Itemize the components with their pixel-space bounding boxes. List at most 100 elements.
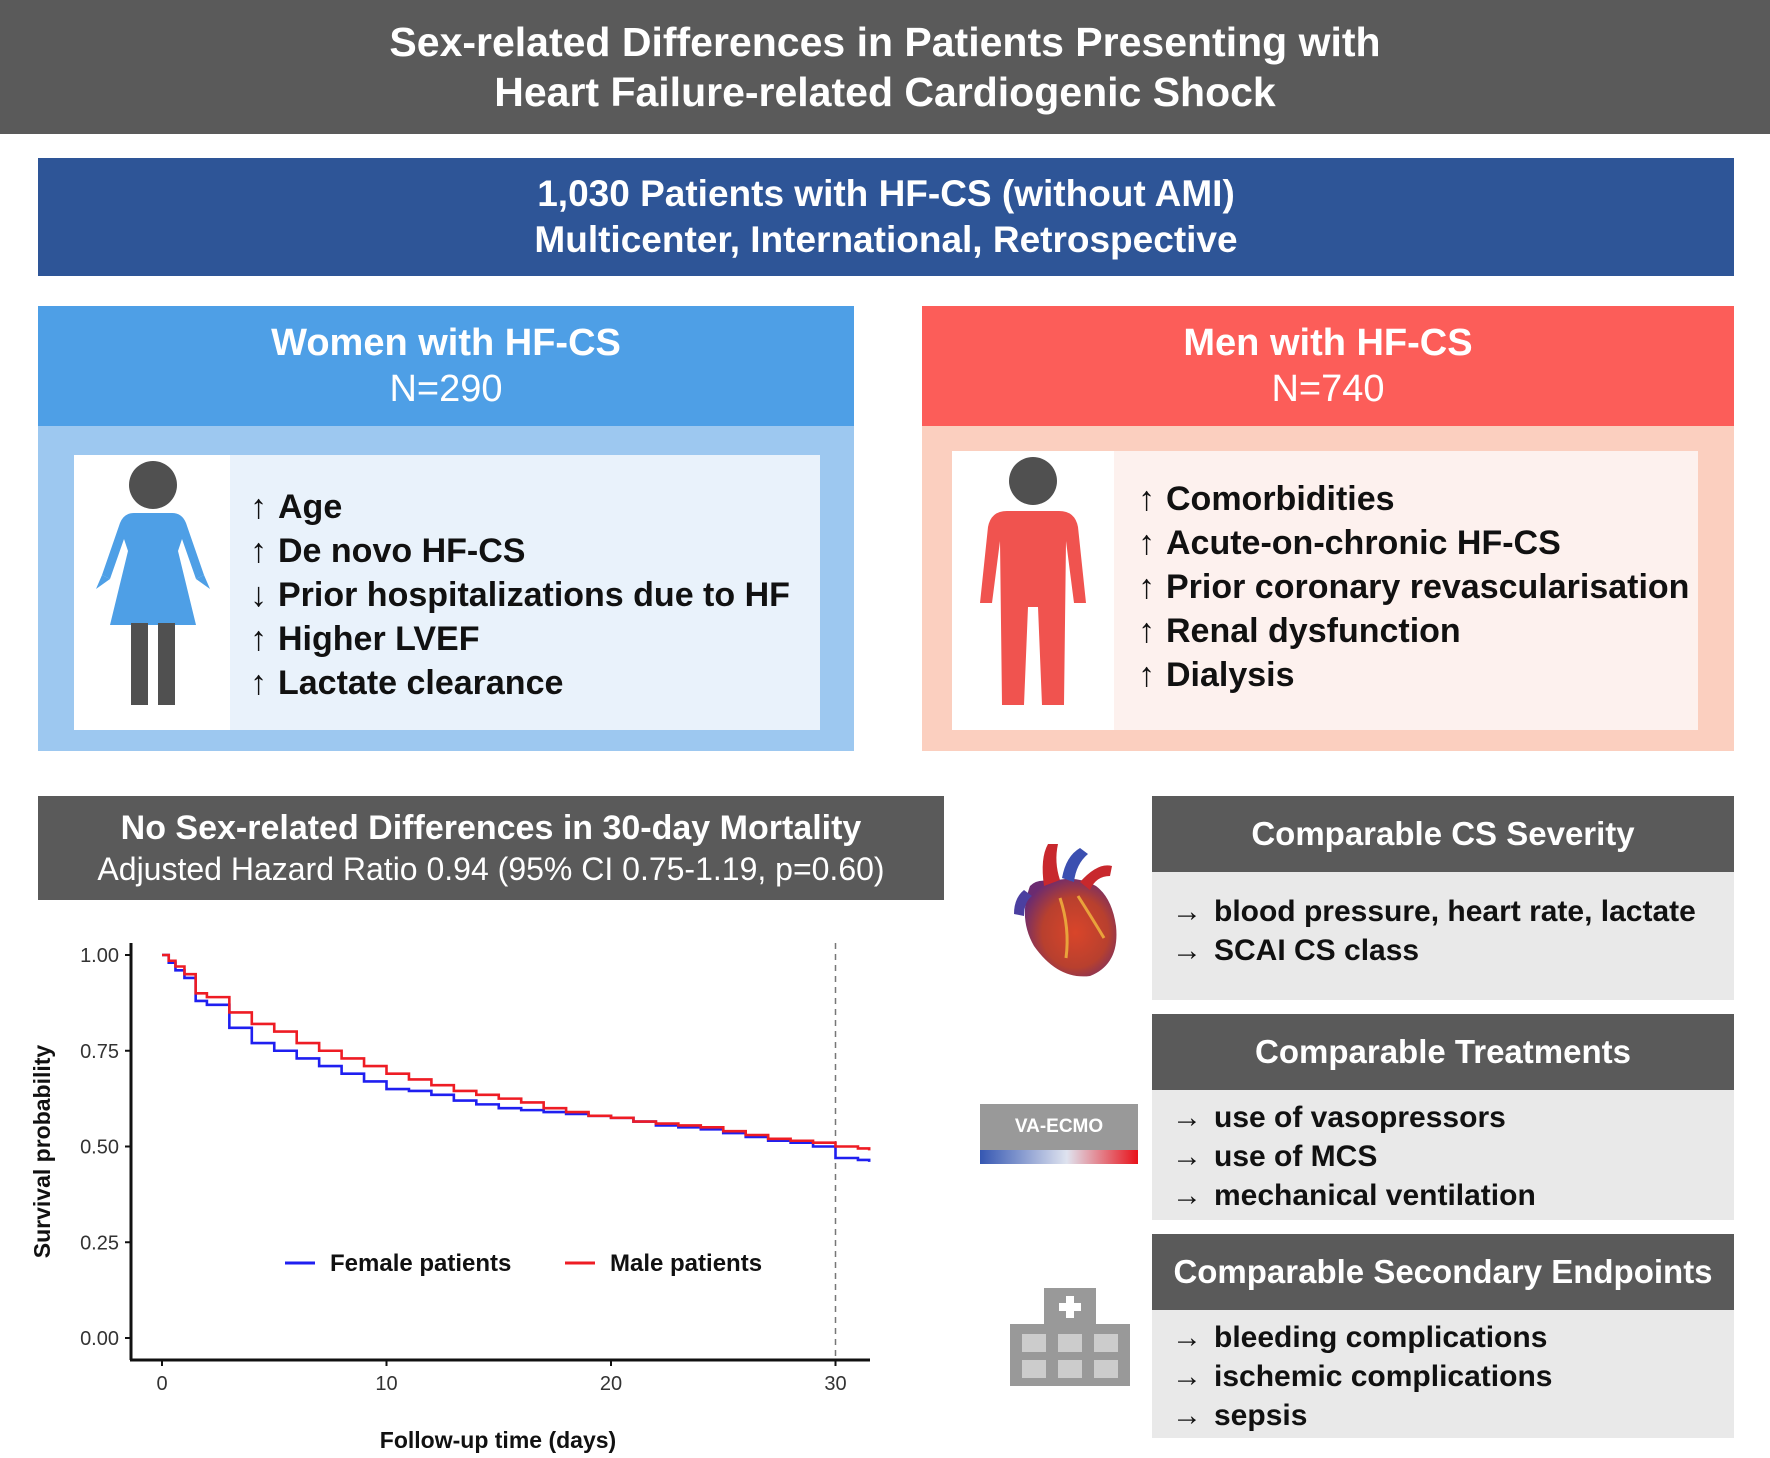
male-figure-icon — [980, 457, 1086, 705]
arrow-icon: ↑ — [1138, 568, 1155, 606]
arrow-icon: ↑ — [250, 532, 267, 570]
women-title: Women with HF-CS — [271, 322, 621, 364]
y-tick-label: 0.00 — [80, 1328, 119, 1350]
men-finding-item-text: Prior coronary revascularisation — [1166, 568, 1690, 606]
secondary-endpoint-item-text: sepsis — [1214, 1399, 1308, 1432]
secondary-endpoint-item-text: bleeding complications — [1214, 1321, 1548, 1354]
severity-list: → blood pressure, heart rate, lactate → SCA… — [1172, 892, 1734, 970]
study-banner: 1,030 Patients with HF-CS (without AMI) … — [38, 158, 1734, 276]
arrow-icon: → — [1172, 1101, 1202, 1134]
x-tick-label: 30 — [824, 1373, 846, 1395]
treatment-item: → mechanical ventilation — [1172, 1176, 1734, 1215]
secondary-endpoint-item: → ischemic complications — [1172, 1357, 1734, 1396]
arrow-icon: → — [1172, 1179, 1202, 1212]
women-icon-box — [74, 455, 230, 730]
men-panel-header: Men with HF-CS N=740 — [922, 306, 1734, 426]
women-finding-item-text: De novo HF-CS — [278, 532, 526, 570]
treatment-item: → use of vasopressors — [1172, 1098, 1734, 1137]
x-tick-label: 20 — [600, 1373, 622, 1395]
title-line-2: Heart Failure-related Cardiogenic Shock — [494, 69, 1276, 115]
y-tick-label: 0.75 — [80, 1041, 119, 1063]
y-axis-label: Survival probability — [29, 1045, 55, 1259]
men-icon-box — [952, 451, 1114, 730]
x-tick-label: 10 — [375, 1373, 397, 1395]
men-finding-item-text: Acute-on-chronic HF-CS — [1166, 524, 1561, 562]
men-finding-item: ↑ Dialysis — [1138, 653, 1689, 697]
arrow-icon: → — [1172, 934, 1202, 967]
treatments-list: → use of vasopressors → use of MCS → mechanic… — [1172, 1098, 1734, 1215]
survival-curve-female — [162, 953, 871, 1162]
arrow-icon: ↑ — [1138, 656, 1155, 694]
women-finding-item-text: Higher LVEF — [278, 620, 480, 658]
severity-header: Comparable CS Severity — [1152, 796, 1734, 872]
hospital-icon — [1010, 1288, 1130, 1386]
men-title: Men with HF-CS — [1183, 322, 1473, 364]
secondary-endpoint-item-text: ischemic complications — [1214, 1360, 1553, 1393]
y-tick-label: 0.50 — [80, 1137, 119, 1159]
secondary-endpoints-title: Comparable Secondary Endpoints — [1173, 1253, 1713, 1290]
women-finding-item-text: Lactate clearance — [278, 664, 564, 702]
men-findings: ↑ Comorbidities ↑ Acute-on-chronic HF-CS ↑ Pr… — [1114, 451, 1698, 730]
secondary-endpoint-item: → sepsis — [1172, 1396, 1734, 1435]
arrow-icon: ↑ — [1138, 480, 1155, 518]
women-finding-item: ↑ Higher LVEF — [250, 617, 790, 661]
arrow-icon: ↑ — [1138, 524, 1155, 562]
men-finding-item-text: Comorbidities — [1166, 480, 1395, 518]
women-findings-list: ↑ Age ↑ De novo HF-CS ↓ Prior hospitalization… — [250, 485, 790, 705]
chart-legend: Female patients Male patients — [285, 1250, 762, 1277]
men-finding-item: ↑ Acute-on-chronic HF-CS — [1138, 521, 1689, 565]
title-line-1: Sex-related Differences in Patients Pres… — [389, 19, 1381, 65]
arrow-icon: ↑ — [250, 664, 267, 702]
x-tick-label: 0 — [156, 1373, 167, 1395]
arrow-icon: → — [1172, 895, 1202, 928]
chart-axes — [129, 943, 870, 1362]
men-finding-item: ↑ Renal dysfunction — [1138, 609, 1689, 653]
ecmo-gradient-bar — [980, 1150, 1138, 1164]
women-finding-item-text: Prior hospitalizations due to HF — [278, 576, 790, 614]
y-tick-label: 1.00 — [80, 945, 119, 967]
men-finding-item-text: Dialysis — [1166, 656, 1295, 694]
women-count: N=290 — [389, 368, 503, 410]
mortality-header: No Sex-related Differences in 30-day Mor… — [38, 796, 944, 900]
severity-title: Comparable CS Severity — [1251, 815, 1635, 852]
severity-item-text: SCAI CS class — [1214, 934, 1420, 967]
heart-icon — [1014, 844, 1117, 977]
arrow-icon: → — [1172, 1140, 1202, 1173]
chart-ticks: 0.00 0.25 0.50 0.75 1.00 0 10 20 30 — [80, 945, 847, 1395]
ecmo-device-icon: VA-ECMO — [980, 1104, 1138, 1164]
legend-label: Male patients — [610, 1250, 762, 1277]
mortality-hazard-ratio: Adjusted Hazard Ratio 0.94 (95% CI 0.75-… — [97, 851, 885, 887]
men-finding-item-text: Renal dysfunction — [1166, 612, 1461, 650]
women-finding-item: ↓ Prior hospitalizations due to HF — [250, 573, 790, 617]
treatments-title: Comparable Treatments — [1255, 1033, 1631, 1070]
treatment-item-text: mechanical ventilation — [1214, 1179, 1536, 1212]
km-survival-chart: 0.00 0.25 0.50 0.75 1.00 0 10 20 30 Female patie… — [29, 943, 871, 1453]
women-panel-header: Women with HF-CS N=290 — [38, 306, 854, 426]
men-finding-item: ↑ Prior coronary revascularisation — [1138, 565, 1689, 609]
men-finding-item: ↑ Comorbidities — [1138, 477, 1689, 521]
arrow-icon: → — [1172, 1321, 1202, 1354]
x-axis-label: Follow-up time (days) — [380, 1427, 616, 1453]
secondary-endpoint-item: → bleeding complications — [1172, 1318, 1734, 1357]
women-findings: ↑ Age ↑ De novo HF-CS ↓ Prior hospitalization… — [230, 455, 820, 730]
women-finding-item-text: Age — [278, 488, 343, 526]
severity-body: → blood pressure, heart rate, lactate → SCA… — [1152, 872, 1734, 1000]
arrow-icon: ↑ — [250, 620, 267, 658]
chart-series — [162, 953, 871, 1162]
treatment-item: → use of MCS — [1172, 1137, 1734, 1176]
women-finding-item: ↑ Age — [250, 485, 790, 529]
women-finding-item: ↑ De novo HF-CS — [250, 529, 790, 573]
severity-item-text: blood pressure, heart rate, lactate — [1214, 895, 1696, 928]
ecmo-label: VA-ECMO — [980, 1104, 1138, 1150]
title-banner: Sex-related Differences in Patients Pres… — [0, 0, 1770, 134]
study-line-2: Multicenter, International, Retrospectiv… — [534, 219, 1238, 260]
survival-curve-male — [162, 953, 871, 1151]
arrow-icon: ↑ — [250, 488, 267, 526]
severity-item: → SCAI CS class — [1172, 931, 1734, 970]
female-figure-icon — [96, 461, 210, 705]
arrow-icon: → — [1172, 1360, 1202, 1393]
legend-label: Female patients — [330, 1250, 511, 1277]
women-finding-item: ↑ Lactate clearance — [250, 661, 790, 705]
treatments-header: Comparable Treatments — [1152, 1014, 1734, 1090]
arrow-icon: ↓ — [250, 576, 267, 614]
